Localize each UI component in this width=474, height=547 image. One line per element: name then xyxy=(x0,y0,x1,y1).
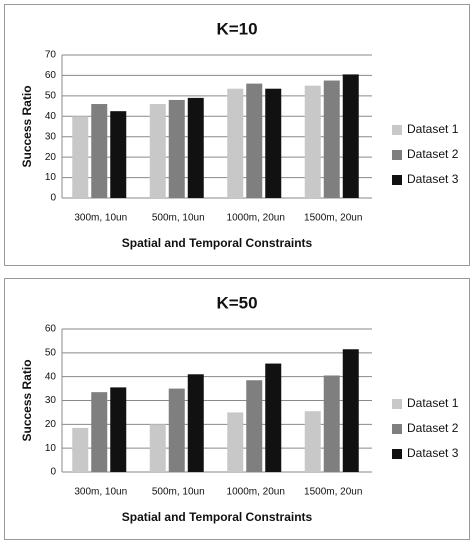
bar xyxy=(227,412,244,472)
bar xyxy=(323,80,340,198)
bar xyxy=(72,116,89,198)
legend-swatch xyxy=(392,424,402,434)
y-axis-label: Success Ratio xyxy=(20,85,34,167)
bar xyxy=(304,411,321,472)
bar xyxy=(110,387,127,472)
y-tick-label: 20 xyxy=(45,152,57,163)
bar xyxy=(342,74,359,198)
x-tick-label: 1000m, 20un xyxy=(227,487,285,498)
bar xyxy=(246,380,263,472)
bar xyxy=(149,424,166,472)
y-tick-label: 40 xyxy=(45,111,57,122)
y-tick-label: 10 xyxy=(45,172,57,183)
bar xyxy=(110,111,127,198)
chart-title: K=10 xyxy=(216,19,257,38)
y-tick-label: 10 xyxy=(45,443,57,454)
bar xyxy=(149,104,166,198)
bar xyxy=(168,388,185,472)
legend-swatch xyxy=(392,150,402,160)
y-tick-label: 0 xyxy=(50,193,56,204)
bar xyxy=(187,97,204,198)
legend-label: Dataset 2 xyxy=(407,421,459,435)
bar xyxy=(246,83,263,198)
bar xyxy=(91,104,108,198)
y-tick-label: 50 xyxy=(45,347,57,358)
legend-label: Dataset 3 xyxy=(407,446,459,460)
y-tick-label: 30 xyxy=(45,395,57,406)
bar xyxy=(187,374,204,472)
legend-label: Dataset 2 xyxy=(407,147,459,161)
x-tick-label: 300m, 10un xyxy=(74,213,127,224)
bar xyxy=(265,363,282,472)
x-axis-label: Spatial and Temporal Constraints xyxy=(122,510,313,524)
bar xyxy=(323,375,340,472)
y-tick-label: 50 xyxy=(45,90,57,101)
y-tick-label: 20 xyxy=(45,419,57,430)
y-tick-label: 0 xyxy=(50,467,56,478)
bar xyxy=(265,88,282,198)
legend-swatch xyxy=(392,125,402,135)
x-tick-label: 1500m, 20un xyxy=(304,487,362,498)
x-tick-label: 500m, 10un xyxy=(152,487,205,498)
y-tick-label: 60 xyxy=(45,70,57,81)
bar xyxy=(168,99,185,198)
legend-swatch xyxy=(392,175,402,185)
bar xyxy=(304,85,321,198)
bar xyxy=(72,427,89,472)
legend-swatch xyxy=(392,399,402,409)
y-axis-label: Success Ratio xyxy=(20,359,34,441)
legend-label: Dataset 1 xyxy=(407,122,459,136)
y-tick-label: 30 xyxy=(45,131,57,142)
bar xyxy=(227,88,244,198)
legend-swatch xyxy=(392,449,402,459)
legend-label: Dataset 1 xyxy=(407,396,459,410)
y-tick-label: 40 xyxy=(45,371,57,382)
legend-label: Dataset 3 xyxy=(407,172,459,186)
y-tick-label: 60 xyxy=(45,324,57,335)
bar xyxy=(91,392,108,472)
x-axis-label: Spatial and Temporal Constraints xyxy=(122,236,313,250)
x-tick-label: 300m, 10un xyxy=(74,487,127,498)
bar xyxy=(342,349,359,472)
x-tick-label: 1500m, 20un xyxy=(304,213,362,224)
chart-title: K=50 xyxy=(216,293,257,312)
x-tick-label: 500m, 10un xyxy=(152,213,205,224)
y-tick-label: 70 xyxy=(45,50,57,61)
x-tick-label: 1000m, 20un xyxy=(227,213,285,224)
